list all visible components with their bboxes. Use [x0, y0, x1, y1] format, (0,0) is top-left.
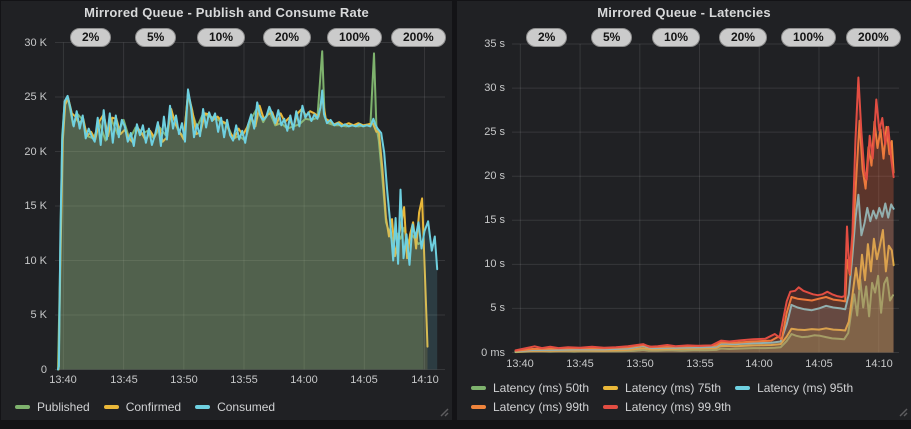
x-axis-label: 13:55 — [230, 374, 258, 386]
x-axis-label: 13:50 — [170, 374, 198, 386]
annotation-pill-2[interactable]: 2% — [70, 28, 112, 47]
y-axis-label: 25 s — [484, 126, 505, 138]
legend-label: Latency (ms) 95th — [757, 381, 854, 395]
y-axis-label: 30 K — [24, 37, 47, 49]
mirrored-queue-publish-and-consume-rate-chart[interactable] — [1, 1, 452, 420]
latency-ms-99-9th-area — [515, 77, 894, 353]
legend-swatch-icon — [15, 405, 30, 409]
y-axis-label: 0 ms — [481, 347, 505, 359]
legend-swatch-icon — [735, 386, 751, 390]
confirmed-area — [58, 92, 428, 370]
legend-item-confirmed[interactable]: Confirmed — [103, 400, 182, 414]
x-axis-label: 14:00 — [290, 374, 318, 386]
annotation-pill-5[interactable]: 5% — [591, 28, 633, 47]
x-axis-label: 14:10 — [411, 374, 439, 386]
annotation-pill-10[interactable]: 10% — [652, 28, 701, 47]
x-axis-label: 13:55 — [686, 358, 714, 370]
x-axis-label: 13:50 — [626, 358, 654, 370]
annotation-pill-100[interactable]: 100% — [327, 28, 382, 47]
legend-label: Latency (ms) 50th — [493, 381, 590, 395]
x-axis-label: 13:45 — [110, 374, 138, 386]
panel-publish-consume-rate: Mirrored Queue - Publish and Consume Rat… — [1, 1, 452, 420]
legend-row: Latency (ms) 50th Latency (ms) 75th Latenc… — [471, 381, 867, 395]
latency-ms-75th-area — [515, 230, 894, 353]
legend-label: Published — [37, 400, 90, 414]
y-axis-label: 15 K — [24, 200, 47, 212]
annotation-pill-20[interactable]: 20% — [263, 28, 312, 47]
y-axis-label: 5 K — [30, 309, 47, 321]
legend-item-latency-ms-99th[interactable]: Latency (ms) 99th — [471, 400, 589, 414]
legend-item-consumed[interactable]: Consumed — [195, 400, 275, 414]
legend-item-latency-ms-50th[interactable]: Latency (ms) 50th — [471, 381, 589, 395]
annotation-pill-10[interactable]: 10% — [197, 28, 246, 47]
legend-swatch-icon — [195, 405, 211, 409]
x-axis-label: 13:40 — [506, 358, 534, 370]
y-axis-label: 20 s — [484, 170, 505, 182]
legend-label: Latency (ms) 99.9th — [625, 400, 732, 414]
legend-swatch-icon — [471, 405, 486, 409]
legend-item-published[interactable]: Published — [15, 400, 90, 414]
latency-ms-75th-line — [514, 229, 895, 353]
legend-swatch-icon — [471, 386, 486, 390]
legend-swatch-icon — [603, 405, 619, 409]
panel-row: Mirrored Queue - Publish and Consume Rat… — [1, 1, 911, 420]
x-axis-label: 13:40 — [49, 374, 77, 386]
y-axis-label: 10 s — [484, 258, 505, 270]
y-axis-label: 25 K — [24, 91, 47, 103]
annotation-pill-5[interactable]: 5% — [135, 28, 177, 47]
legend-label: Confirmed — [125, 400, 182, 414]
panel-resize-handle-icon[interactable] — [899, 408, 908, 417]
y-axis-label: 30 s — [484, 82, 505, 94]
legend-swatch-icon — [103, 405, 119, 409]
y-axis-label: 20 K — [24, 146, 47, 158]
panel-title[interactable]: Mirrored Queue - Latencies — [597, 5, 771, 20]
legend-item-latency-ms-75th[interactable]: Latency (ms) 75th — [603, 381, 721, 395]
annotation-pill-20[interactable]: 20% — [719, 28, 768, 47]
panel-resize-handle-icon[interactable] — [440, 408, 449, 417]
consumed-area — [58, 89, 438, 370]
latency-ms-99th-area — [515, 120, 894, 353]
legend-label: Latency (ms) 99th — [493, 400, 590, 414]
legend-label: Consumed — [217, 400, 276, 414]
annotation-pill-100[interactable]: 100% — [781, 28, 836, 47]
y-axis-label: 10 K — [24, 255, 47, 267]
y-axis-label: 5 s — [490, 302, 505, 314]
mirrored-queue-latencies-chart[interactable] — [457, 1, 911, 420]
annotation-pill-200[interactable]: 200% — [391, 28, 446, 47]
x-axis-label: 14:05 — [805, 358, 833, 370]
consumed-line — [57, 88, 439, 371]
latency-ms-99-9th-line — [514, 76, 895, 352]
latency-ms-95th-area — [515, 194, 894, 353]
y-axis-label: 35 s — [484, 38, 505, 50]
x-axis-label: 14:05 — [350, 374, 378, 386]
legend-swatch-icon — [603, 386, 619, 390]
x-axis-label: 14:10 — [865, 358, 893, 370]
annotation-pill-2[interactable]: 2% — [526, 28, 568, 47]
panel-latencies: Mirrored Queue - Latencies 0 ms 5 s 10 s 15… — [457, 1, 911, 420]
annotation-pill-200[interactable]: 200% — [846, 28, 901, 47]
legend-label: Latency (ms) 75th — [625, 381, 722, 395]
legend-item-latency-ms-99-9th[interactable]: Latency (ms) 99.9th — [603, 400, 731, 414]
y-axis-label: 15 s — [484, 214, 505, 226]
legend-row: Published Confirmed Consumed — [15, 400, 289, 414]
published-area — [58, 51, 424, 370]
legend-item-latency-ms-95th[interactable]: Latency (ms) 95th — [735, 381, 853, 395]
panel-title[interactable]: Mirrored Queue - Publish and Consume Rat… — [84, 5, 369, 20]
y-axis-label: 0 — [40, 364, 47, 376]
latency-ms-50th-area — [515, 275, 893, 353]
latency-ms-50th-line — [514, 274, 894, 354]
legend-row: Latency (ms) 99th Latency (ms) 99.9th — [471, 400, 745, 414]
x-axis-label: 13:45 — [566, 358, 594, 370]
x-axis-label: 14:00 — [745, 358, 773, 370]
